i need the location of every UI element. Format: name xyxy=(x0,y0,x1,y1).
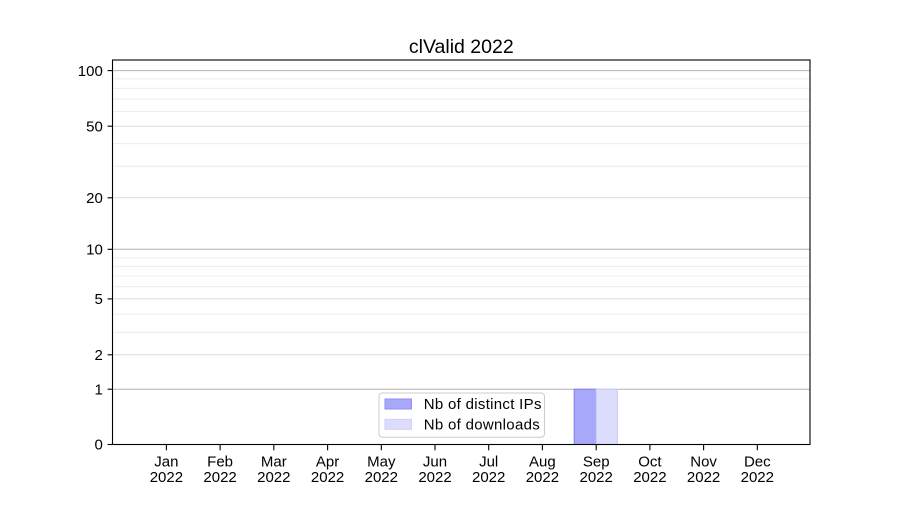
svg-text:2022: 2022 xyxy=(472,469,505,486)
svg-text:0: 0 xyxy=(94,437,102,454)
svg-text:2022: 2022 xyxy=(150,469,183,486)
svg-text:Apr: Apr xyxy=(316,453,339,470)
svg-text:May: May xyxy=(367,453,396,470)
svg-text:2022: 2022 xyxy=(257,469,290,486)
svg-text:2022: 2022 xyxy=(580,469,613,486)
svg-text:50: 50 xyxy=(86,118,103,135)
svg-text:Jun: Jun xyxy=(423,453,447,470)
svg-text:Sep: Sep xyxy=(583,453,610,470)
svg-text:Nb of distinct IPs: Nb of distinct IPs xyxy=(424,396,542,413)
svg-text:2022: 2022 xyxy=(687,469,720,486)
svg-text:Dec: Dec xyxy=(744,453,771,470)
svg-text:10: 10 xyxy=(86,242,103,259)
svg-text:2022: 2022 xyxy=(365,469,398,486)
svg-text:Nov: Nov xyxy=(690,453,717,470)
svg-text:2022: 2022 xyxy=(633,469,666,486)
svg-text:Mar: Mar xyxy=(261,453,287,470)
svg-text:20: 20 xyxy=(86,190,103,207)
svg-text:2022: 2022 xyxy=(741,469,774,486)
svg-text:2022: 2022 xyxy=(418,469,451,486)
svg-text:2: 2 xyxy=(94,347,102,364)
svg-text:Feb: Feb xyxy=(207,453,233,470)
svg-text:Nb of downloads: Nb of downloads xyxy=(424,416,540,433)
svg-text:2022: 2022 xyxy=(526,469,559,486)
svg-text:Oct: Oct xyxy=(638,453,662,470)
svg-text:2022: 2022 xyxy=(203,469,236,486)
svg-text:100: 100 xyxy=(78,63,103,80)
svg-text:2022: 2022 xyxy=(311,469,344,486)
svg-text:1: 1 xyxy=(94,381,102,398)
svg-text:clValid 2022: clValid 2022 xyxy=(409,36,514,58)
svg-text:Aug: Aug xyxy=(529,453,556,470)
svg-text:Jul: Jul xyxy=(479,453,498,470)
svg-text:Jan: Jan xyxy=(154,453,178,470)
svg-text:5: 5 xyxy=(94,291,102,308)
